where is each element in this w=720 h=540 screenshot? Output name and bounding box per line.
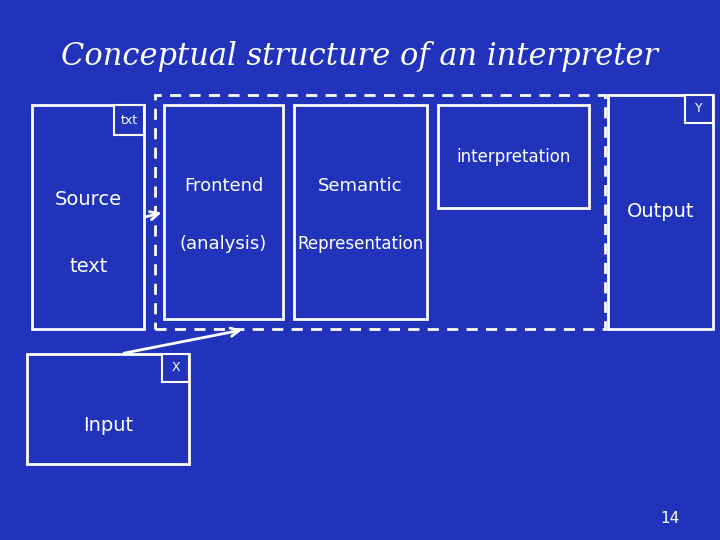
Bar	[438, 105, 589, 208]
Text: interpretation: interpretation	[456, 147, 570, 166]
Bar	[164, 105, 283, 319]
Text: Representation: Representation	[297, 235, 423, 253]
Bar	[155, 94, 605, 329]
Bar	[32, 105, 144, 329]
Text: Y: Y	[696, 102, 703, 115]
Text: X: X	[171, 361, 180, 374]
Text: (analysis): (analysis)	[180, 235, 267, 253]
Text: text: text	[69, 257, 107, 276]
Bar	[162, 354, 189, 382]
Bar	[608, 94, 713, 329]
Bar	[685, 94, 713, 123]
Text: Input: Input	[84, 416, 133, 435]
Text: txt: txt	[120, 113, 138, 127]
Text: Conceptual structure of an interpreter: Conceptual structure of an interpreter	[61, 41, 659, 72]
Bar	[294, 105, 427, 319]
Text: Output: Output	[627, 202, 694, 221]
Text: 14: 14	[660, 511, 679, 526]
Bar	[114, 105, 144, 135]
Text: Frontend: Frontend	[184, 177, 264, 195]
Text: Source: Source	[55, 190, 122, 209]
Bar	[27, 354, 189, 464]
Text: Semantic: Semantic	[318, 177, 402, 195]
